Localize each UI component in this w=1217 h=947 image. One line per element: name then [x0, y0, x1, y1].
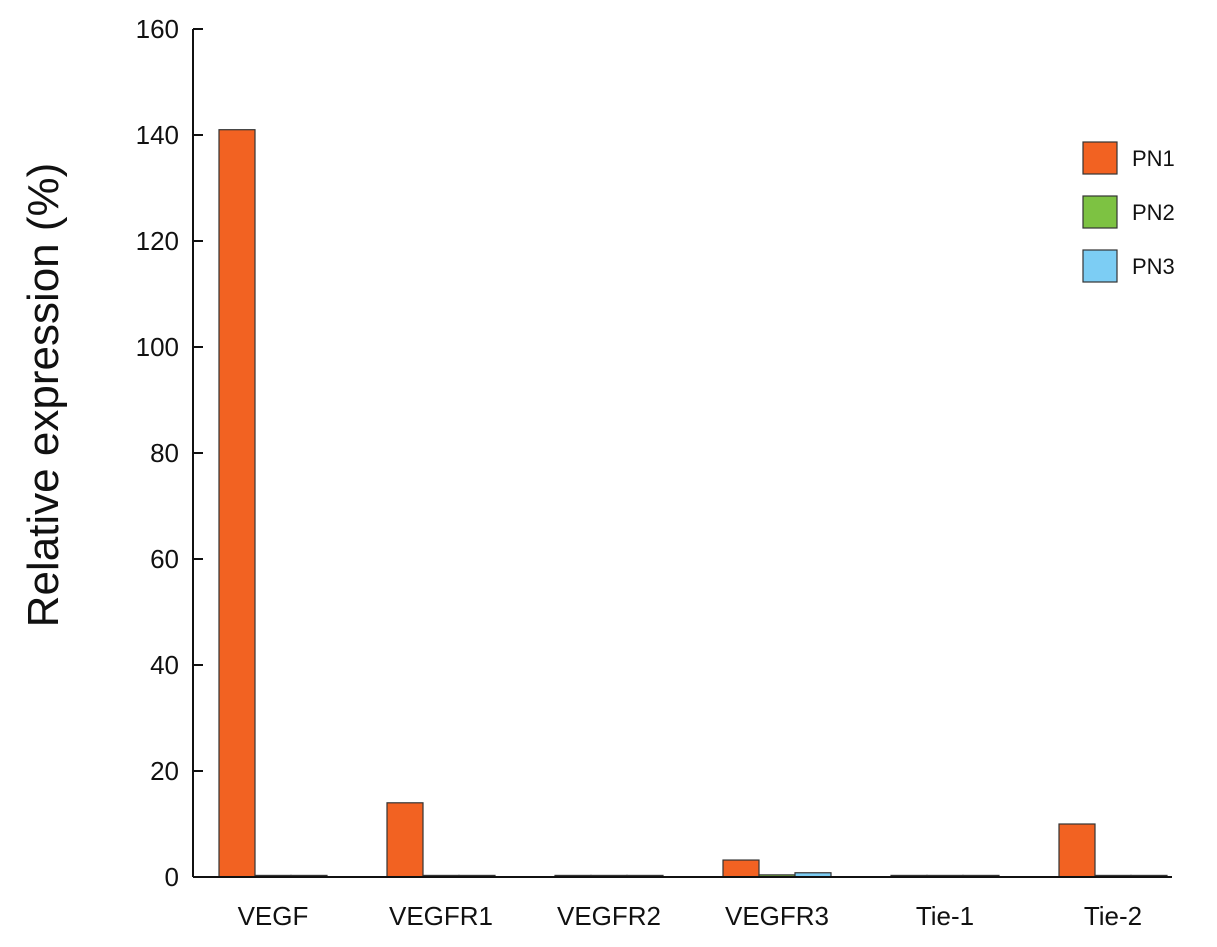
y-tick-label: 80: [150, 438, 179, 468]
legend-swatch-pn3: [1082, 249, 1118, 283]
y-tick-label: 100: [136, 332, 179, 362]
y-tick-label: 40: [150, 650, 179, 680]
y-tick-label: 160: [136, 14, 179, 44]
legend: PN1 PN2 PN3: [1082, 141, 1175, 283]
bar-pn1-tie-2: [1058, 823, 1096, 878]
x-tick-label: VEGF: [238, 901, 309, 931]
bar-pn1-vegfr1: [386, 802, 424, 878]
legend-label-pn2: PN2: [1132, 200, 1175, 225]
y-tick-label: 0: [165, 862, 179, 892]
x-tick-label: Tie-1: [916, 901, 974, 931]
y-tick-label: 20: [150, 756, 179, 786]
x-tick-label: VEGFR3: [725, 901, 829, 931]
x-tick-label: VEGFR2: [557, 901, 661, 931]
y-tick-label: 140: [136, 120, 179, 150]
x-tick-label: Tie-2: [1084, 901, 1142, 931]
y-tick-label: 60: [150, 544, 179, 574]
bar-pn1-vegfr3: [722, 859, 760, 878]
legend-swatch-pn2: [1082, 195, 1118, 229]
bar-pn1-vegf: [218, 129, 256, 878]
y-tick-label: 120: [136, 226, 179, 256]
legend-label-pn3: PN3: [1132, 254, 1175, 279]
plot-area: VEGF VEGFR1 VEGFR2 VEGFR3 Tie-1 Tie-2 0 20 40 60 8…: [136, 14, 1172, 931]
legend-swatch-pn1: [1082, 141, 1118, 175]
legend-label-pn1: PN1: [1132, 146, 1175, 171]
x-tick-label: VEGFR1: [389, 901, 493, 931]
y-axis-title: Relative expression (%): [19, 163, 68, 628]
